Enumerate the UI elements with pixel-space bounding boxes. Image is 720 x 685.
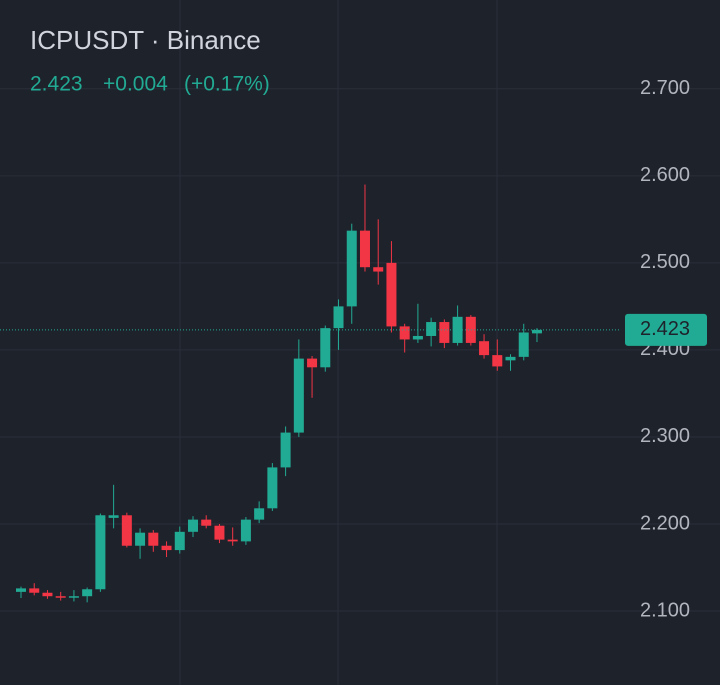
candle-body <box>492 355 503 367</box>
candle-body <box>280 432 291 468</box>
candle-body <box>479 341 490 356</box>
candle-body <box>254 508 265 520</box>
candle-body <box>412 335 423 340</box>
candle-body <box>346 230 357 307</box>
candle-body <box>174 531 185 551</box>
candle-body <box>307 358 318 368</box>
header-change-pct: (+0.17%) <box>184 73 270 96</box>
candle-body <box>16 588 26 592</box>
y-tick-label: 2.600 <box>640 164 690 186</box>
y-tick-label: 2.700 <box>640 77 690 99</box>
candle-body <box>29 588 40 593</box>
candle-body <box>465 316 476 343</box>
candle-body <box>373 267 384 272</box>
candle-body <box>227 539 238 542</box>
candle-body <box>452 316 463 343</box>
candle-body <box>359 230 370 268</box>
candle-body <box>108 515 119 518</box>
candle-body <box>201 519 212 526</box>
candle-body <box>161 545 172 551</box>
candle-body <box>518 332 529 357</box>
last-price-label: 2.423 <box>640 318 690 340</box>
y-tick-label: 2.500 <box>640 251 690 273</box>
candle-body <box>214 525 225 540</box>
candle-body <box>505 356 516 361</box>
candle-body <box>267 467 278 509</box>
header-price: 2.423 <box>30 73 83 96</box>
candle-body <box>531 329 542 334</box>
chart-title: ICPUSDT · Binance <box>30 25 261 55</box>
candle-body <box>399 326 410 340</box>
candle-body <box>426 322 437 336</box>
y-tick-label: 2.300 <box>640 425 690 447</box>
candle-body <box>135 532 146 546</box>
candle-body <box>320 328 331 368</box>
candle-body <box>333 306 344 329</box>
candle-body <box>439 322 450 343</box>
candle-body <box>95 515 106 590</box>
last-price-box <box>625 313 707 346</box>
candle-body <box>55 596 66 598</box>
candle-body <box>82 589 93 597</box>
candle-body <box>293 358 304 433</box>
header-change: +0.004 <box>103 73 168 96</box>
candle-body <box>68 596 79 598</box>
candle-body <box>121 515 132 546</box>
candle-body <box>386 262 397 327</box>
candle-body <box>42 592 53 597</box>
candle-body <box>187 519 198 532</box>
candle-body <box>148 532 159 546</box>
y-tick-label: 2.100 <box>640 599 690 621</box>
y-tick-label: 2.200 <box>640 512 690 534</box>
candle-body <box>240 519 251 542</box>
